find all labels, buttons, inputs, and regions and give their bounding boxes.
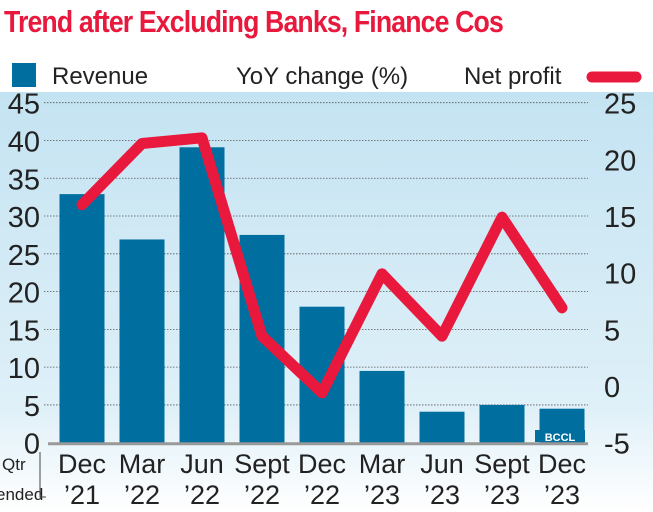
right-tick-label: 25: [604, 89, 636, 121]
x-tick-label-month: Dec: [538, 449, 586, 479]
x-tick-label-month: Sept: [474, 449, 530, 479]
right-tick-label: 20: [604, 145, 636, 177]
x-tick-label-year: ’22: [304, 480, 340, 510]
x-tick-label-month: Sept: [234, 449, 290, 479]
bar-revenue: [119, 239, 165, 443]
x-tick-label-month: Dec: [298, 449, 346, 479]
x-tick-label-month: Jun: [180, 449, 224, 479]
credit-label: BCCL: [545, 432, 576, 444]
x-tick-label-month: Jun: [420, 449, 464, 479]
right-tick-label: -5: [604, 429, 630, 461]
bar-revenue: [479, 404, 525, 443]
chart-title: Trend after Excluding Banks, Finance Cos: [4, 4, 504, 39]
line-net-profit: [76, 132, 568, 399]
right-tick-label: 15: [604, 202, 636, 234]
left-tick-label: 45: [8, 89, 40, 121]
legend-label-revenue: Revenue: [52, 63, 148, 90]
credit-background: [535, 430, 585, 442]
left-tick-label: 5: [24, 391, 40, 423]
x-axis-bracket: [39, 452, 46, 498]
x-tick-label-year: ’23: [544, 480, 580, 510]
bar-revenue: [419, 411, 465, 443]
left-tick-label: 0: [24, 429, 40, 461]
left-tick-label: 25: [8, 240, 40, 272]
left-tick-label: 20: [8, 278, 40, 310]
x-tick-label-year: ’23: [424, 480, 460, 510]
legend-label-net-profit: Net profit: [464, 63, 562, 90]
left-tick-label: 15: [8, 315, 40, 347]
x-tick-label-year: ’23: [484, 480, 520, 510]
left-tick-label: 35: [8, 164, 40, 196]
x-tick-label-year: ’23: [364, 480, 400, 510]
bar-revenue: [59, 194, 105, 443]
left-tick-label: 10: [8, 353, 40, 385]
x-axis-label: ended: [0, 485, 43, 504]
x-tick-label-month: Mar: [359, 449, 406, 479]
right-tick-label: 5: [604, 315, 620, 347]
x-tick-label-month: Mar: [119, 449, 166, 479]
x-tick-label-year: ’22: [244, 480, 280, 510]
x-tick-label-month: Dec: [58, 449, 106, 479]
x-tick-label-year: ’22: [184, 480, 220, 510]
x-tick-label-year: ’21: [64, 480, 100, 510]
legend-swatch-revenue: [12, 63, 36, 87]
x-axis-label: Qtr: [2, 455, 26, 474]
right-tick-label: 0: [604, 372, 620, 404]
right-tick-label: 10: [604, 259, 636, 291]
bar-revenue: [359, 370, 405, 443]
left-tick-label: 40: [8, 126, 40, 158]
legend-subtitle: YoY change (%): [236, 63, 408, 90]
x-tick-label-year: ’22: [124, 480, 160, 510]
left-tick-label: 30: [8, 202, 40, 234]
